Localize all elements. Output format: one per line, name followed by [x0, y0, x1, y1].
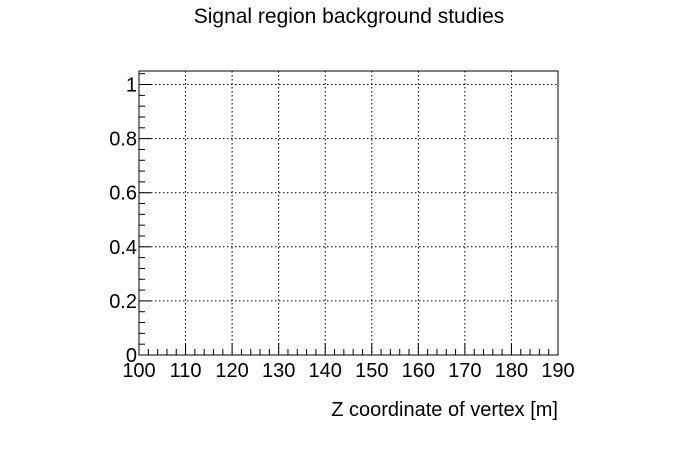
x-tick-label: 140: [309, 360, 342, 382]
y-tick-label: 0.4: [109, 237, 137, 259]
chart-title: Signal region background studies: [194, 5, 505, 28]
y-tick-label: 0.6: [109, 183, 137, 205]
plot-frame: [138, 70, 559, 356]
x-tick-label: 170: [448, 360, 481, 382]
axis-ticks: [138, 73, 559, 356]
x-tick-label: 100: [122, 360, 155, 382]
y-tick-label: 1: [126, 75, 137, 97]
y-tick-label: 0: [126, 345, 137, 367]
x-tick-label: 130: [262, 360, 295, 382]
x-tick-label: 190: [541, 360, 574, 382]
x-axis-title: Z coordinate of vertex [m]: [331, 399, 558, 421]
y-tick-label: 0.8: [109, 129, 137, 151]
y-tick-labels: 0 0.2 0.4 0.6 0.8 1: [109, 75, 137, 367]
y-tick-label: 0.2: [109, 291, 137, 313]
x-tick-label: 180: [495, 360, 528, 382]
x-tick-label: 160: [402, 360, 435, 382]
x-tick-labels: 100 110 120 130 140 150 160 170 180 190: [122, 360, 574, 382]
x-tick-label: 150: [355, 360, 388, 382]
x-tick-label: 120: [215, 360, 248, 382]
grid-lines: [139, 71, 558, 355]
x-tick-label: 110: [170, 360, 202, 382]
